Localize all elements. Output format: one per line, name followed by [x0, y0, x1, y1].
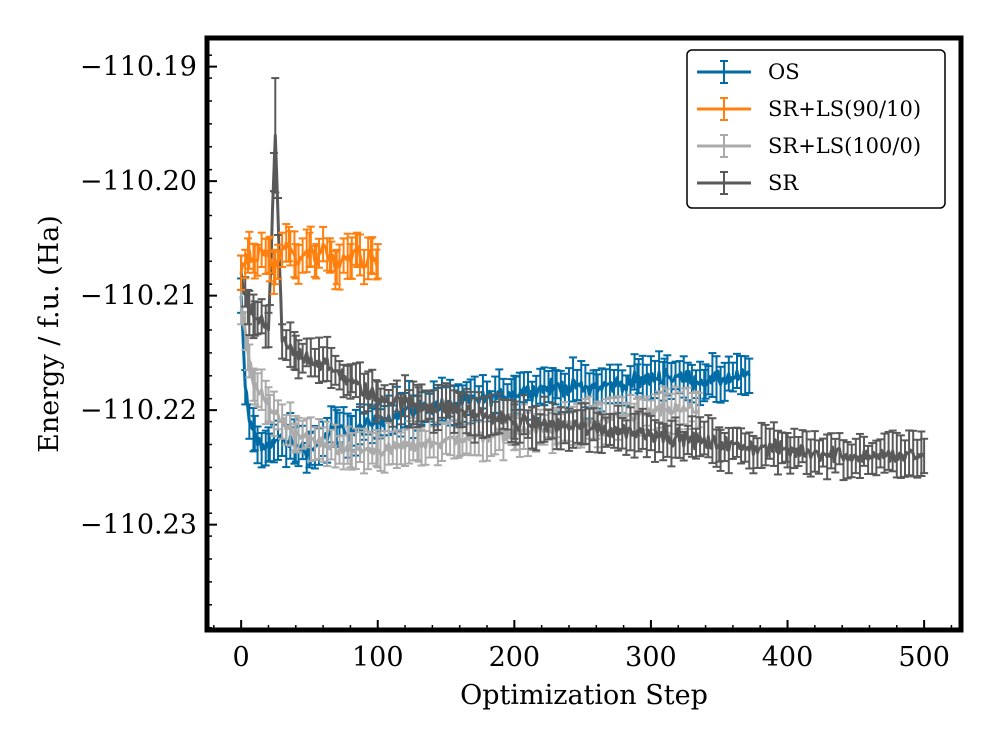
series-line: [239, 133, 925, 464]
x-tick-label: 200: [489, 642, 541, 673]
legend-entry: SR: [697, 171, 799, 195]
x-axis-title: Optimization Step: [460, 680, 708, 711]
ticks-layer: 0 100 200 300 400 500 −110.19 −110.20 −110.21 −11…: [80, 52, 953, 673]
plot-frame: [204, 35, 964, 633]
x-tick-label: 300: [625, 642, 677, 673]
legend: OS SR+LS(90/10) SR+LS(100/0) SR: [686, 49, 946, 209]
series-line: [239, 306, 700, 457]
y-tick-label: −110.20: [80, 166, 197, 197]
y-tick-label: −110.19: [80, 52, 197, 83]
legend-label: SR: [768, 171, 799, 195]
y-tick-label: −110.22: [80, 395, 197, 426]
legend-entry: SR+LS(90/10): [697, 97, 921, 121]
x-tick-label: 0: [233, 642, 250, 673]
series-line: [239, 241, 380, 275]
legend-entry: OS: [697, 60, 800, 84]
x-tick-label: 100: [352, 642, 404, 673]
series-sr-ls-90-10-: [237, 223, 382, 295]
legend-label: SR+LS(90/10): [768, 97, 921, 121]
series-layer: [237, 77, 929, 482]
legend-label: SR+LS(100/0): [768, 134, 921, 158]
legend-entry: SR+LS(100/0): [697, 134, 921, 158]
plot-area: [237, 77, 929, 482]
series-line: [239, 295, 751, 460]
y-axis-title: Energy / f.u. (Ha): [34, 215, 65, 453]
y-tick-label: −110.21: [80, 281, 197, 312]
x-tick-label: 500: [898, 642, 950, 673]
legend-label: OS: [768, 60, 800, 84]
x-tick-label: 400: [762, 642, 814, 673]
series-sr: [237, 77, 929, 482]
legend-box: [686, 49, 946, 209]
y-tick-label: −110.23: [80, 510, 197, 541]
